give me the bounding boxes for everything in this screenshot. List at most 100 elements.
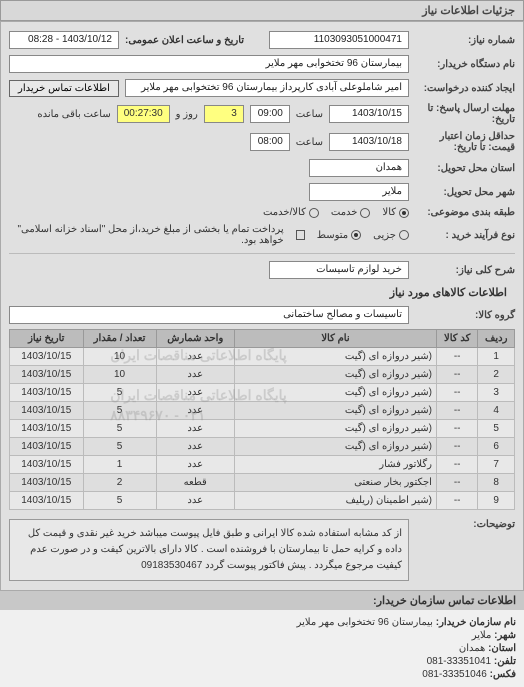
contact-city: ملایر <box>472 630 492 641</box>
desc-label: توضیحات: <box>415 519 515 530</box>
table-cell: عدد <box>156 492 234 510</box>
goods-table: ردیف کد کالا نام کالا واحد شمارش تعداد /… <box>9 329 515 510</box>
table-cell: 5 <box>83 384 156 402</box>
contact-section-title: اطلاعات تماس سازمان خریدار: <box>0 591 524 610</box>
table-cell: 1403/10/15 <box>10 402 84 420</box>
delivery-state-label: استان محل تحویل: <box>415 163 515 174</box>
remain-time-field: 00:27:30 <box>117 105 170 123</box>
req-number-field: 1103093051000471 <box>269 31 409 49</box>
goods-section-title: اطلاعات کالاهای مورد نیاز <box>9 282 515 303</box>
table-cell: اجکتور بخار صنعتی <box>234 474 436 492</box>
table-cell: رگلاتور فشار <box>234 456 436 474</box>
classification-radios: کالا خدمت کالا/خدمت <box>263 207 409 218</box>
table-cell: 1403/10/15 <box>10 420 84 438</box>
need-desc-field: خرید لوازم تاسیسات <box>269 261 409 279</box>
table-cell: عدد <box>156 438 234 456</box>
process-radios: جزیی متوسط پرداخت تمام یا بخشی از مبلغ خ… <box>9 224 409 246</box>
table-cell: 5 <box>83 420 156 438</box>
table-cell: 1403/10/15 <box>10 366 84 384</box>
class-both-radio[interactable]: کالا/خدمت <box>263 207 319 218</box>
contact-org: بیمارستان 96 تختخوابی مهر ملایر <box>297 617 433 628</box>
table-cell: -- <box>436 366 477 384</box>
table-cell: 1403/10/15 <box>10 456 84 474</box>
contact-org-label: نام سازمان خریدار: <box>436 617 516 628</box>
table-cell: عدد <box>156 456 234 474</box>
table-cell: عدد <box>156 402 234 420</box>
class-service-radio[interactable]: خدمت <box>331 207 371 218</box>
proc-small-radio[interactable]: جزیی <box>373 230 409 241</box>
table-cell: 5 <box>478 420 515 438</box>
announce-field: 1403/10/12 - 08:28 <box>9 31 119 49</box>
table-row: 7--رگلاتور فشارعدد11403/10/15 <box>10 456 515 474</box>
table-row: 5--(شیر دروازه ای (گیتعدد51403/10/15 <box>10 420 515 438</box>
time-label-2: ساعت <box>296 137 323 148</box>
th-date: تاریخ نیاز <box>10 330 84 348</box>
table-cell: 5 <box>83 438 156 456</box>
delivery-city-label: شهر محل تحویل: <box>415 187 515 198</box>
days-field: 3 <box>204 105 244 123</box>
table-cell: 1 <box>83 456 156 474</box>
table-cell: -- <box>436 492 477 510</box>
table-cell: (شیر اطمینان (ریلیف <box>234 492 436 510</box>
creator-field: امیر شاملوعلی آبادی کارپرداز بیمارستان 9… <box>125 79 409 97</box>
contact-city-label: شهر: <box>494 630 516 641</box>
table-row: 6--(شیر دروازه ای (گیتعدد51403/10/15 <box>10 438 515 456</box>
table-cell: (شیر دروازه ای (گیت <box>234 420 436 438</box>
treasury-checkbox[interactable] <box>296 230 305 240</box>
th-name: نام کالا <box>234 330 436 348</box>
send-time-field: 09:00 <box>250 105 290 123</box>
process-label: نوع فرآیند خرید : <box>415 230 515 241</box>
validity-time-field: 08:00 <box>250 133 290 151</box>
table-cell: 2 <box>83 474 156 492</box>
table-cell: عدد <box>156 420 234 438</box>
need-desc-label: شرح کلی نیاز: <box>415 265 515 276</box>
proc-payment-note: پرداخت تمام یا بخشی از مبلغ خرید،از محل … <box>9 224 284 246</box>
remain-label: ساعت باقی مانده <box>37 109 110 120</box>
table-cell: -- <box>436 348 477 366</box>
delivery-city-field: ملایر <box>309 183 409 201</box>
contact-fax: 33351046-081 <box>422 669 487 680</box>
contact-phone: 33351041-081 <box>427 656 492 667</box>
table-cell: قطعه <box>156 474 234 492</box>
form-panel: شماره نیاز: 1103093051000471 تاریخ و ساع… <box>0 21 524 591</box>
table-cell: 1403/10/15 <box>10 384 84 402</box>
table-cell: (شیر دروازه ای (گیت <box>234 348 436 366</box>
days-label: روز و <box>176 109 198 120</box>
th-qty: تعداد / مقدار <box>83 330 156 348</box>
send-deadline-label: مهلت ارسال پاسخ: تا تاریخ: <box>415 103 515 125</box>
contact-button[interactable]: اطلاعات تماس خریدار <box>9 80 119 97</box>
table-cell: (شیر دروازه ای (گیت <box>234 384 436 402</box>
table-cell: 5 <box>83 402 156 420</box>
contact-body: نام سازمان خریدار: بیمارستان 96 تختخوابی… <box>0 610 524 687</box>
desc-box: از کد مشابه استفاده شده کالا ایرانی و طب… <box>9 519 409 581</box>
table-cell: 2 <box>478 366 515 384</box>
table-cell: 6 <box>478 438 515 456</box>
send-date-field: 1403/10/15 <box>329 105 409 123</box>
validity-date-field: 1403/10/18 <box>329 133 409 151</box>
table-row: 1--(شیر دروازه ای (گیتعدد101403/10/15 <box>10 348 515 366</box>
table-row: 2--(شیر دروازه ای (گیتعدد101403/10/15 <box>10 366 515 384</box>
class-goods-radio[interactable]: کالا <box>382 207 409 218</box>
table-cell: 8 <box>478 474 515 492</box>
table-cell: -- <box>436 420 477 438</box>
creator-label: ایجاد کننده درخواست: <box>415 83 515 94</box>
table-cell: 1403/10/15 <box>10 438 84 456</box>
table-cell: -- <box>436 438 477 456</box>
page-header: جزئیات اطلاعات نیاز <box>0 0 524 21</box>
table-cell: 9 <box>478 492 515 510</box>
table-cell: -- <box>436 474 477 492</box>
table-cell: (شیر دروازه ای (گیت <box>234 438 436 456</box>
proc-medium-radio[interactable]: متوسط <box>317 230 361 241</box>
table-cell: (شیر دروازه ای (گیت <box>234 366 436 384</box>
table-cell: 5 <box>83 492 156 510</box>
contact-state-label: استان: <box>488 643 516 654</box>
table-cell: 7 <box>478 456 515 474</box>
classification-label: طبقه بندی موضوعی: <box>415 207 515 218</box>
table-row: 4--(شیر دروازه ای (گیتعدد51403/10/15 <box>10 402 515 420</box>
table-cell: -- <box>436 456 477 474</box>
table-cell: 10 <box>83 366 156 384</box>
contact-state: همدان <box>459 643 485 654</box>
table-cell: 1403/10/15 <box>10 492 84 510</box>
table-cell: 1403/10/15 <box>10 474 84 492</box>
table-row: 3--(شیر دروازه ای (گیتعدد51403/10/15 <box>10 384 515 402</box>
